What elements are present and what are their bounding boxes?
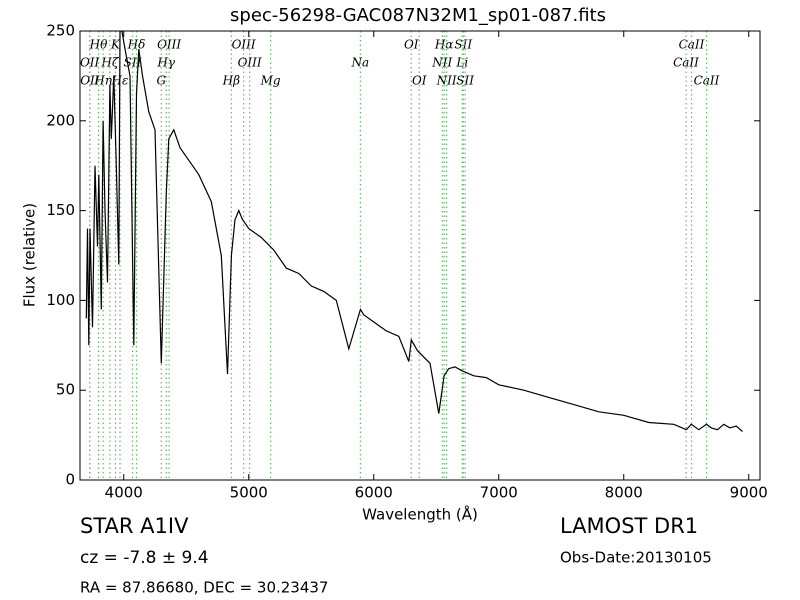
spectral-line-label: Hζ — [100, 56, 119, 70]
y-tick-label: 50 — [56, 381, 75, 399]
y-tick-label: 100 — [46, 291, 75, 309]
coordinates: RA = 87.86680, DEC = 30.23437 — [80, 579, 328, 597]
spectrum-line — [85, 31, 743, 432]
spectral-line-label: OI — [412, 74, 427, 88]
spectral-line-label: NII — [431, 56, 452, 70]
y-tick-label: 250 — [46, 22, 75, 40]
spectral-line-label: OIII — [238, 56, 262, 70]
spectral-line-label: OIII — [157, 38, 181, 52]
x-tick-label: 7000 — [480, 484, 518, 502]
y-tick-label: 200 — [46, 111, 75, 129]
chart-title: spec-56298-GAC087N32M1_sp01-087.fits — [230, 5, 606, 26]
spectral-line-label: SII — [454, 38, 472, 52]
spectral-line-label: OI — [404, 38, 419, 52]
y-axis-label: Flux (relative) — [21, 203, 39, 307]
spectral-line-label: Hγ — [156, 56, 175, 70]
survey: LAMOST DR1 — [560, 514, 698, 538]
spectral-line-label: Hη — [93, 74, 112, 88]
spectral-line-label: SII — [456, 74, 474, 88]
spectral-line-label: K — [110, 38, 121, 52]
spectral-line-label: Na — [351, 56, 370, 70]
obs-date: Obs-Date:20130105 — [560, 549, 712, 567]
spectral-line-label: Hδ — [127, 38, 146, 52]
y-tick-label: 150 — [46, 201, 75, 219]
spectral-line-label: NII — [436, 74, 457, 88]
spectral-line-label: Li — [455, 56, 468, 70]
spectral-line-label: CaII — [673, 56, 699, 70]
x-tick-label: 5000 — [230, 484, 268, 502]
spectral-line-label: OIII — [232, 38, 256, 52]
spectral-line-label: OII — [80, 74, 100, 88]
redshift: cz = -7.8 ± 9.4 — [80, 548, 209, 568]
spectral-line-label: Hβ — [222, 74, 240, 88]
plot-frame — [79, 30, 761, 481]
y-tick-label: 0 — [65, 471, 75, 489]
x-tick-label: 4000 — [105, 484, 143, 502]
object-class: STAR A1IV — [80, 514, 189, 538]
spectral-line-label: CaII — [679, 38, 705, 52]
spectral-line-label: Mg — [260, 74, 281, 88]
spectral-line-label: Hα — [434, 38, 454, 52]
x-tick-label: 9000 — [730, 484, 768, 502]
x-tick-label: 6000 — [355, 484, 393, 502]
x-tick-label: 8000 — [605, 484, 643, 502]
x-axis-label: Wavelength (Å) — [362, 505, 478, 524]
spectral-line-label: G — [156, 74, 166, 88]
spectral-line-label: Hθ — [89, 38, 108, 52]
spectral-line-label: CaII — [694, 74, 720, 88]
